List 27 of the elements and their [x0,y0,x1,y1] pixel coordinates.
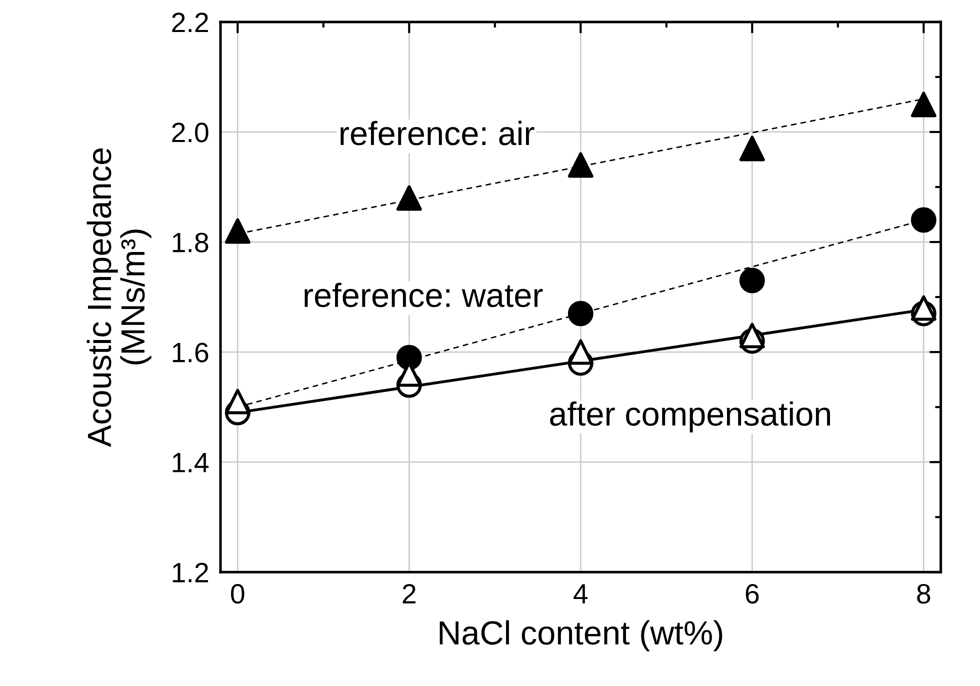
series-label: reference: water [304,282,543,308]
point [739,322,765,348]
y-tick-label: 1.8 [172,232,208,252]
y-tick-label: 2.0 [172,122,208,142]
point [739,136,765,162]
point [568,300,594,326]
x-tick-label: 8 [917,584,930,604]
x-tick-label: 6 [746,584,759,604]
series-label: after compensation [550,401,830,432]
x-tick-label: 0 [231,584,244,604]
y-axis-title: Acoustic Impedance (MNs/m³) [86,148,152,448]
y-tick-label: 2.2 [172,12,208,32]
point [224,388,250,414]
point [396,185,422,211]
y-tick-label: 1.2 [172,562,208,582]
x-tick-label: 2 [402,584,416,604]
series-label: reference: air [340,120,534,146]
y-tick-label: 1.6 [172,342,208,362]
point [568,152,594,178]
point [224,218,250,244]
x-tick-label: 4 [574,584,588,604]
y-tick-label: 1.4 [172,453,209,472]
point [910,207,936,233]
point [910,92,936,118]
point [910,295,936,321]
x-axis-title: NaCl content (wt%) [440,620,722,652]
point [739,268,765,294]
